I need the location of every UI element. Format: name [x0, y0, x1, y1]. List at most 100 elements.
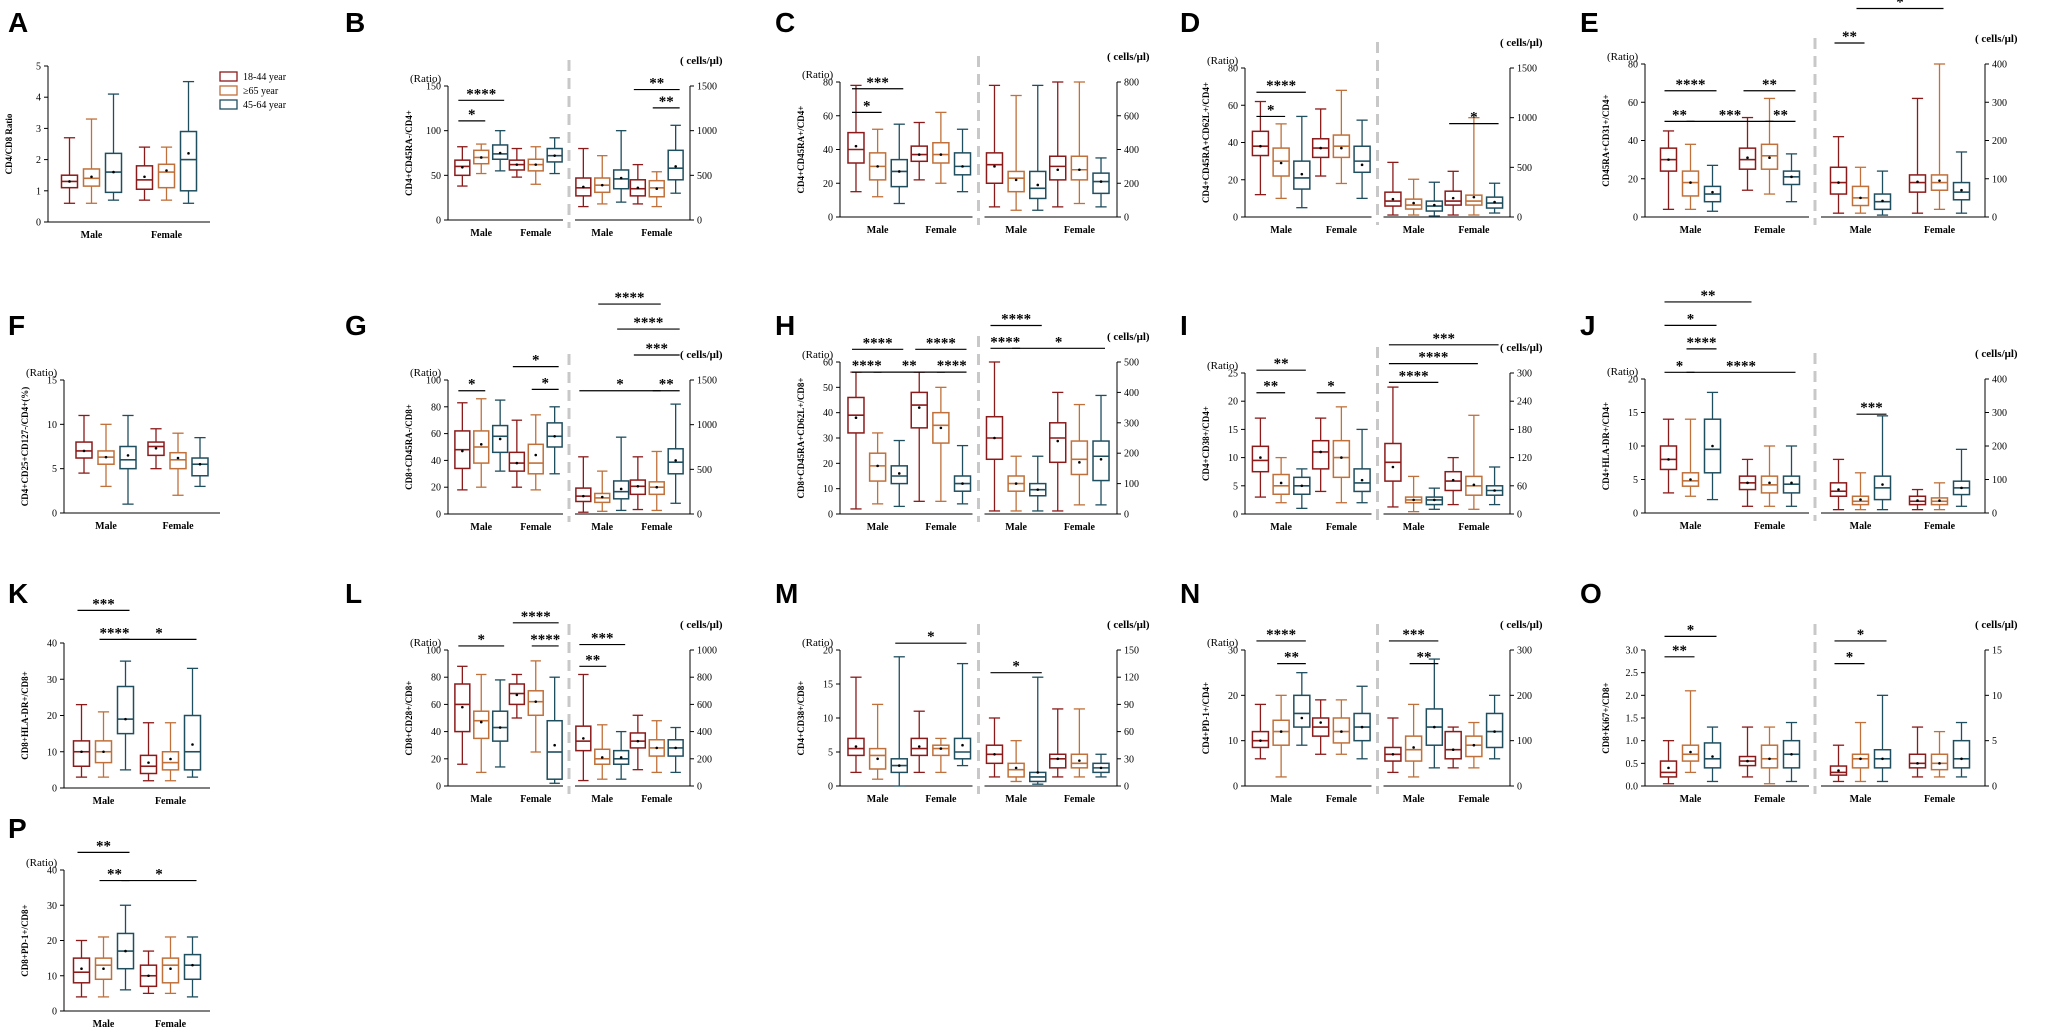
left-tick-label: 80 [431, 402, 441, 413]
mean-marker [1493, 489, 1496, 492]
box-plot [491, 679, 509, 768]
box-plot [932, 737, 950, 774]
group-label: Female [925, 794, 957, 805]
right-tick-label: 1000 [697, 126, 717, 137]
significance-label: ** [1416, 650, 1431, 666]
mean-marker [917, 745, 921, 748]
significance-label: **** [466, 86, 496, 102]
mean-marker [1711, 190, 1714, 194]
box-iqr [508, 451, 526, 472]
box-iqr [1070, 155, 1089, 181]
box-plot [1930, 482, 1949, 511]
right-tick-label: 200 [1124, 179, 1139, 190]
panel-letter: M [775, 578, 798, 609]
group-label: Male [591, 522, 613, 533]
box-plot [868, 128, 887, 198]
right-tick-label: 200 [697, 754, 712, 765]
mean-marker [80, 750, 83, 754]
box-plot [1007, 94, 1025, 211]
mean-marker [939, 747, 943, 750]
box-plot [473, 673, 490, 774]
box-iqr [1251, 130, 1270, 157]
mean-marker [1412, 201, 1415, 205]
group-label: Female [1064, 522, 1096, 533]
significance-label: **** [1687, 335, 1717, 351]
mean-marker [961, 743, 964, 747]
box-iqr [1659, 445, 1678, 471]
box-plot [1851, 472, 1870, 511]
right-tick-label: 0 [1517, 782, 1522, 793]
box-plot [1384, 386, 1402, 508]
left-axis-unit: (Ratio) [802, 637, 833, 649]
significance-label: * [1896, 0, 1904, 11]
mean-marker [1916, 180, 1919, 184]
box-plot [1251, 703, 1270, 760]
mean-marker [917, 153, 921, 156]
left-tick-label: 5 [828, 748, 833, 759]
mean-marker [1259, 456, 1262, 459]
legend-swatch [219, 99, 238, 110]
legend-swatch [219, 85, 238, 96]
group-label: Male [867, 522, 889, 533]
box-iqr [575, 487, 592, 503]
box-iqr [1332, 439, 1351, 479]
box-plot [1952, 151, 1971, 214]
box-iqr [546, 719, 563, 780]
box-plot [1048, 81, 1067, 208]
right-tick-label: 800 [697, 673, 712, 684]
left-tick-label: 60 [823, 111, 833, 122]
significance-label: * [155, 625, 163, 641]
box-iqr [1908, 174, 1927, 193]
left-tick-label: 0.5 [1626, 759, 1639, 770]
mean-marker [1391, 465, 1395, 469]
box-plot [1465, 721, 1483, 769]
right-tick-label: 200 [1124, 449, 1139, 460]
box-plot [985, 84, 1004, 208]
left-tick-label: 5 [52, 464, 57, 475]
mean-marker [876, 464, 879, 468]
box-plot [868, 703, 887, 780]
mean-marker [655, 187, 659, 191]
mean-marker [1300, 484, 1304, 488]
left-tick-label: 20 [823, 179, 833, 190]
significance-label: **** [1001, 312, 1031, 328]
left-tick-label: 2.0 [1626, 691, 1639, 702]
box-plot [116, 660, 135, 771]
y-axis-title: CD8+CD28+/CD8+ [404, 681, 414, 756]
mean-marker [1667, 158, 1670, 161]
box-plot [1353, 685, 1371, 760]
box-iqr [527, 443, 544, 475]
mean-marker [126, 454, 130, 457]
right-tick-label: 180 [1517, 425, 1532, 436]
right-tick-label: 30 [1124, 754, 1134, 765]
y-axis-title: CD4+CD25+CD127-/CD4+(%) [20, 387, 30, 506]
mean-marker [1340, 730, 1343, 733]
group-label: Female [641, 228, 673, 239]
right-tick-label: 400 [1992, 60, 2007, 71]
mean-marker [1960, 757, 1963, 761]
group-label: Female [162, 521, 194, 532]
right-tick-label: 500 [697, 171, 712, 182]
box-plot [1353, 428, 1371, 504]
box-plot [1404, 178, 1423, 216]
box-plot [1048, 708, 1067, 778]
box-iqr [119, 445, 137, 470]
box-plot [1738, 458, 1757, 507]
mean-marker [655, 485, 659, 489]
left-tick-label: 5 [1633, 475, 1638, 486]
left-tick-label: 20 [431, 754, 441, 765]
mean-marker [854, 416, 858, 420]
box-plot [1908, 726, 1927, 778]
right-tick-label: 0 [697, 216, 702, 227]
right-axis-unit: ( cells/μl) [1107, 331, 1150, 343]
right-tick-label: 800 [1124, 78, 1139, 89]
box-iqr [179, 130, 198, 192]
box-plot [910, 710, 928, 774]
left-tick-label: 15 [1628, 408, 1638, 419]
significance-label: ** [107, 867, 122, 883]
box-plot [546, 406, 563, 475]
legend-label: ≥65 year [243, 86, 279, 97]
box-iqr [546, 422, 563, 448]
group-label: Female [925, 522, 957, 533]
